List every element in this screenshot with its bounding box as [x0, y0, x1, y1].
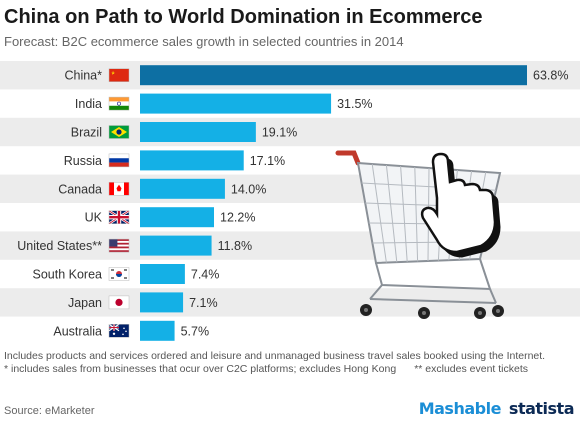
statista-logo: statista: [508, 399, 575, 418]
bar-chart: China* 63.8% India 31.5% Brazil 19.1% Russia 17…: [0, 61, 580, 341]
brazil-flag-icon: [108, 125, 130, 139]
value-label: 5.7%: [181, 324, 210, 338]
shopping-cart-with-cursor-icon: [335, 150, 504, 319]
value-label: 12.2%: [220, 211, 255, 225]
value-label: 31.5%: [337, 97, 372, 111]
south-korea-flag-icon: [108, 267, 130, 281]
footnotes: Includes products and services ordered a…: [4, 350, 576, 376]
category-label: Russia: [64, 154, 102, 168]
bar: [140, 65, 527, 86]
brand-logos: Mashable statista: [418, 399, 575, 418]
chart-subtitle: Forecast: B2C ecommerce sales growth in …: [4, 34, 404, 49]
bar: [140, 264, 185, 284]
canada-flag-icon: [108, 182, 130, 196]
uk-flag-icon: [108, 209, 130, 225]
category-label: India: [75, 97, 102, 111]
source-credit: Source: eMarketer: [4, 405, 95, 417]
footnote-scope: Includes products and services ordered a…: [4, 350, 546, 362]
category-label: Brazil: [71, 126, 102, 140]
category-label: United States**: [17, 239, 102, 253]
bar: [140, 93, 332, 114]
footnote-china: * includes sales from businesses that oc…: [4, 363, 397, 375]
bar: [140, 207, 215, 228]
footnote-us: ** excludes event tickets: [414, 363, 528, 375]
category-label: UK: [85, 211, 103, 225]
bar: [140, 150, 244, 171]
chart-title: China on Path to World Domination in Eco…: [4, 6, 483, 28]
bar: [140, 292, 184, 313]
australia-flag-icon: [108, 323, 130, 338]
value-label: 11.8%: [218, 239, 253, 253]
india-flag-icon: [108, 96, 130, 111]
russia-flag-icon: [108, 153, 130, 168]
bar: [140, 178, 225, 199]
bar: [140, 320, 175, 341]
value-label: 7.1%: [189, 296, 218, 310]
bar: [140, 122, 256, 142]
japan-flag-icon: [108, 295, 130, 310]
category-label: China*: [64, 69, 102, 83]
mashable-logo: Mashable: [418, 399, 502, 418]
category-label: Australia: [53, 324, 102, 338]
value-label: 63.8%: [533, 69, 568, 83]
bar: [140, 235, 212, 256]
value-label: 14.0%: [231, 182, 266, 196]
category-label: Canada: [58, 182, 102, 196]
category-label: Japan: [68, 296, 102, 310]
row-stripe: [0, 117, 580, 147]
china-flag-icon: [108, 68, 130, 82]
usa-flag-icon: [108, 238, 130, 253]
value-label: 19.1%: [262, 126, 297, 140]
category-label: South Korea: [33, 268, 103, 282]
value-label: 17.1%: [250, 154, 285, 168]
value-label: 7.4%: [191, 268, 220, 282]
